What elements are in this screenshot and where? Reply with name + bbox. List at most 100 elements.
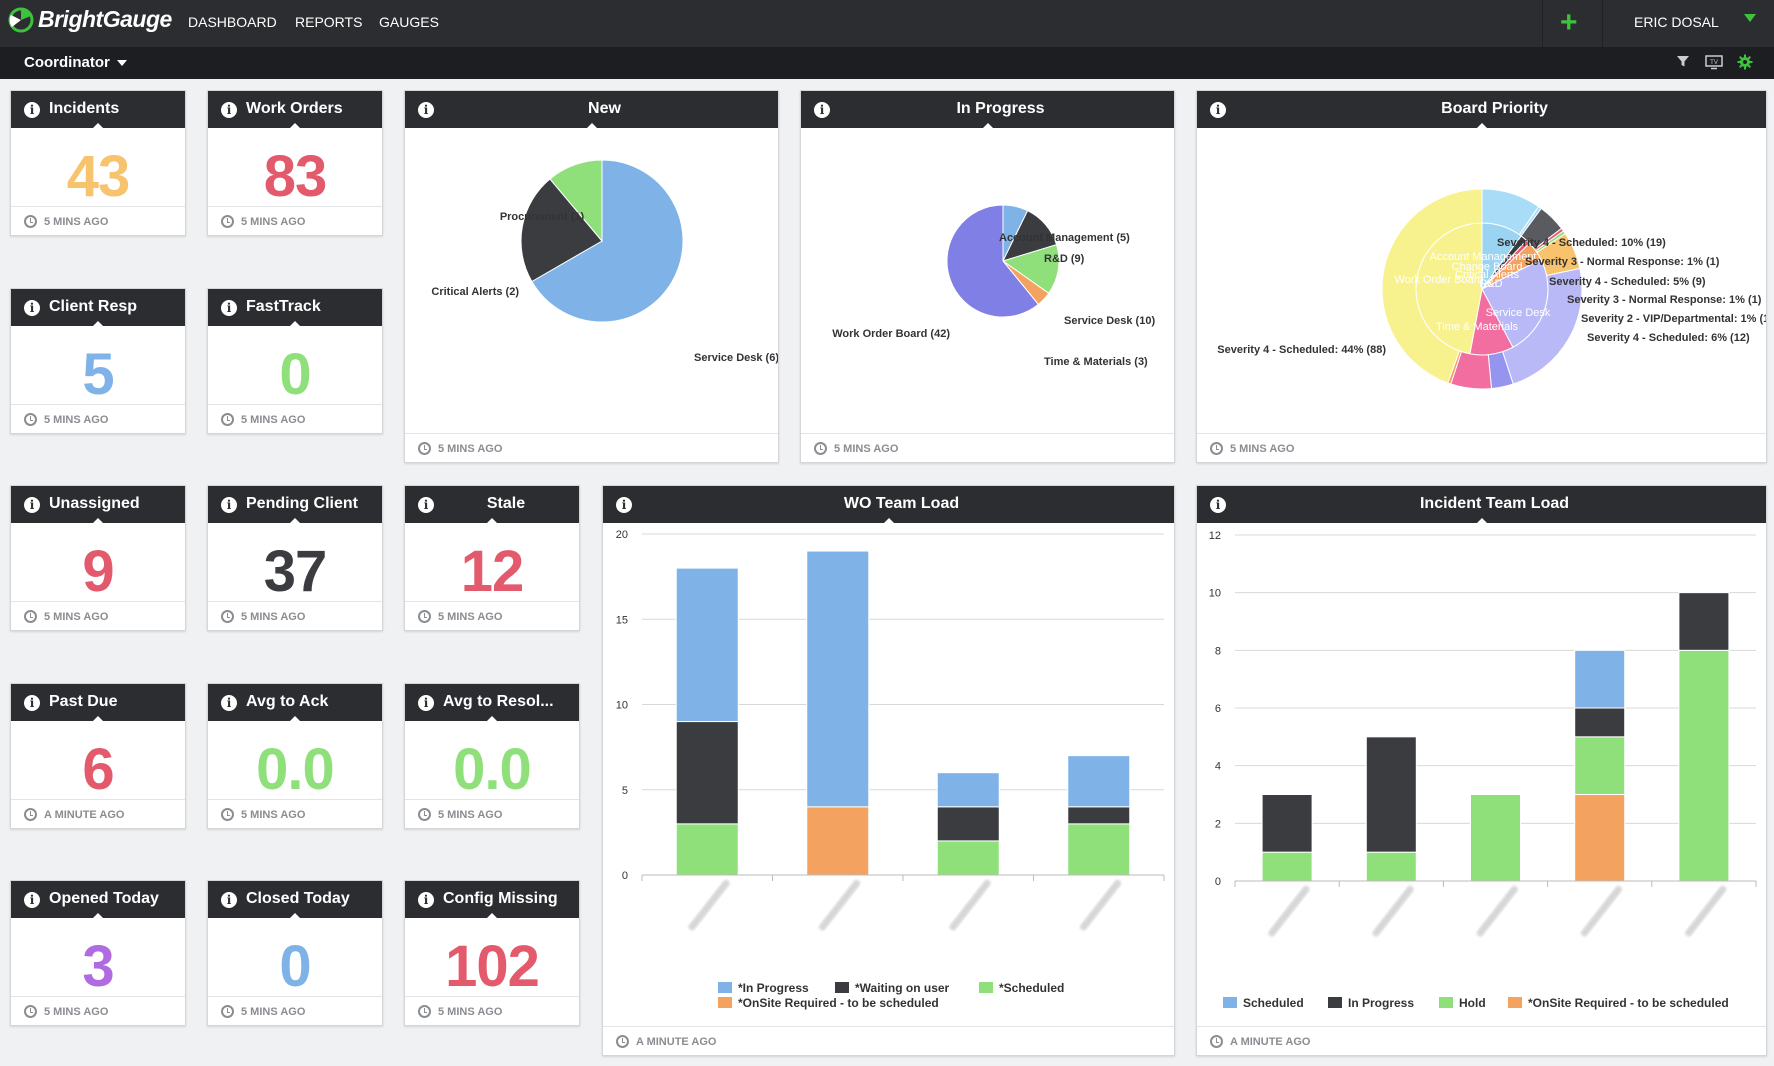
widget-board-priority-pie[interactable]: i Board Priority Account Management Change… [1196, 90, 1767, 463]
widget-new-pie[interactable]: i New Service Desk (6) Critical Alerts (2)… [404, 90, 779, 463]
bar-segment[interactable] [1261, 794, 1313, 853]
bar-segment[interactable] [1067, 823, 1131, 876]
bar-segment[interactable] [675, 823, 739, 876]
info-icon[interactable]: i [221, 497, 237, 513]
widget-client-resp[interactable]: i Client Resp 5 5 MINS AGO [10, 288, 186, 434]
bar-segment[interactable] [1678, 592, 1730, 651]
bar-segment[interactable] [806, 806, 870, 876]
widget-past-due[interactable]: i Past Due 6 A MINUTE AGO [10, 683, 186, 829]
user-menu-chevron-down-icon[interactable] [1744, 14, 1756, 22]
widget-avg-to-resolve[interactable]: i Avg to Resol... 0.0 5 MINS AGO [404, 683, 580, 829]
bar-segment[interactable] [936, 806, 1000, 842]
nav-gauges[interactable]: GAUGES [379, 14, 439, 30]
last-updated: 5 MINS AGO [44, 611, 109, 623]
legend-label[interactable]: *Scheduled [999, 981, 1064, 995]
widget-footer: 5 MINS AGO [208, 996, 382, 1025]
brand-logo[interactable]: BrightGauge [8, 6, 172, 33]
widget-stale[interactable]: i Stale 12 5 MINS AGO [404, 485, 580, 631]
last-updated: 5 MINS AGO [241, 216, 306, 228]
bar-segment[interactable] [675, 567, 739, 723]
bar-segment[interactable] [1574, 707, 1626, 738]
legend-label[interactable]: In Progress [1348, 996, 1414, 1010]
legend-label[interactable]: *In Progress [738, 981, 809, 995]
bar-segment[interactable] [1574, 794, 1626, 882]
tv-icon[interactable]: TV [1705, 54, 1723, 70]
info-icon[interactable]: i [24, 892, 40, 908]
gear-icon[interactable] [1737, 54, 1753, 70]
pie-slice[interactable] [946, 204, 1040, 318]
widget-opened-today[interactable]: i Opened Today 3 5 MINS AGO [10, 880, 186, 1026]
info-icon[interactable]: i [24, 300, 40, 316]
nav-reports[interactable]: REPORTS [295, 14, 363, 30]
legend-label[interactable]: *OnSite Required - to be scheduled [738, 996, 939, 1010]
widget-wo-team-load[interactable]: i WO Team Load 0 5 10 15 20 *In Progress *Waiti… [602, 485, 1175, 1056]
info-icon[interactable]: i [221, 695, 237, 711]
widget-footer: 5 MINS AGO [405, 601, 579, 630]
info-icon[interactable]: i [616, 497, 632, 513]
bar-segment[interactable] [1067, 806, 1131, 825]
legend-label[interactable]: Scheduled [1243, 996, 1304, 1010]
info-icon[interactable]: i [418, 102, 434, 118]
widget-avg-to-ack[interactable]: i Avg to Ack 0.0 5 MINS AGO [207, 683, 383, 829]
bar-segment[interactable] [1365, 851, 1417, 882]
pie-slice[interactable] [1381, 188, 1483, 384]
user-menu-name[interactable]: ERIC DOSAL [1634, 14, 1719, 30]
dashboard-selector[interactable]: Coordinator [24, 54, 110, 71]
widget-header: i Avg to Resol... [405, 684, 579, 722]
info-icon[interactable]: i [1210, 102, 1226, 118]
pie-slice[interactable] [549, 159, 603, 243]
widget-in-progress-pie[interactable]: i In Progress Account Management (5) R&D (… [800, 90, 1175, 463]
pie-slice[interactable] [531, 159, 684, 323]
pie-label: Critical Alerts (2) [431, 286, 519, 298]
bar-segment[interactable] [1678, 649, 1730, 882]
info-icon[interactable]: i [1210, 497, 1226, 513]
sunburst-outer-label: Severity 2 - VIP/Departmental: 1% (1) [1581, 313, 1766, 325]
dashboard-chevron-down-icon[interactable] [117, 60, 127, 66]
nav-dashboard[interactable]: DASHBOARD [188, 14, 277, 30]
widget-fasttrack[interactable]: i FastTrack 0 5 MINS AGO [207, 288, 383, 434]
bar-segment[interactable] [1574, 736, 1626, 795]
widget-unassigned[interactable]: i Unassigned 9 5 MINS AGO [10, 485, 186, 631]
widget-incidents[interactable]: i Incidents 43 5 MINS AGO [10, 90, 186, 236]
info-icon[interactable]: i [418, 695, 434, 711]
info-icon[interactable]: i [221, 300, 237, 316]
widget-incident-team-load[interactable]: i Incident Team Load 0 2 4 6 8 10 12 Scheduled In… [1196, 485, 1767, 1056]
widget-title: Config Missing [443, 890, 558, 907]
clock-icon [221, 610, 234, 623]
widget-footer: 5 MINS AGO [208, 404, 382, 433]
bar-segment[interactable] [936, 772, 1000, 808]
bar-segment[interactable] [1574, 649, 1626, 709]
bar-segment[interactable] [1261, 851, 1313, 882]
bar-segment[interactable] [936, 840, 1000, 876]
widget-config-missing[interactable]: i Config Missing 102 5 MINS AGO [404, 880, 580, 1026]
info-icon[interactable]: i [221, 102, 237, 118]
sunburst-outer-label: Severity 4 - Scheduled: 10% (19) [1497, 237, 1666, 249]
bar-segment[interactable] [1067, 755, 1131, 808]
legend-label[interactable]: *OnSite Required - to be scheduled [1528, 996, 1729, 1010]
pie-slice[interactable] [1001, 244, 1060, 294]
info-icon[interactable]: i [814, 102, 830, 118]
add-plus-icon[interactable]: + [1560, 6, 1578, 39]
legend-label[interactable]: Hold [1459, 996, 1486, 1010]
bar-segment[interactable] [1470, 794, 1521, 882]
legend-swatch [718, 982, 732, 993]
bar-segment[interactable] [806, 550, 870, 808]
widget-title: Opened Today [49, 890, 159, 907]
info-icon[interactable]: i [418, 497, 434, 513]
bar-segment[interactable] [1365, 736, 1417, 853]
info-icon[interactable]: i [221, 892, 237, 908]
clock-icon [1210, 442, 1223, 455]
pie-slice[interactable] [520, 178, 603, 283]
sunburst-inner-label: Work Order Board [1394, 274, 1483, 286]
info-icon[interactable]: i [24, 497, 40, 513]
info-icon[interactable]: i [24, 102, 40, 118]
widget-work-orders[interactable]: i Work Orders 83 5 MINS AGO [207, 90, 383, 236]
legend-label[interactable]: *Waiting on user [855, 981, 950, 995]
brand-name: BrightGauge [38, 6, 172, 32]
widget-closed-today[interactable]: i Closed Today 0 5 MINS AGO [207, 880, 383, 1026]
widget-pending-client[interactable]: i Pending Client 37 5 MINS AGO [207, 485, 383, 631]
info-icon[interactable]: i [24, 695, 40, 711]
filter-icon[interactable] [1676, 54, 1690, 68]
info-icon[interactable]: i [418, 892, 434, 908]
bar-segment[interactable] [675, 721, 739, 825]
